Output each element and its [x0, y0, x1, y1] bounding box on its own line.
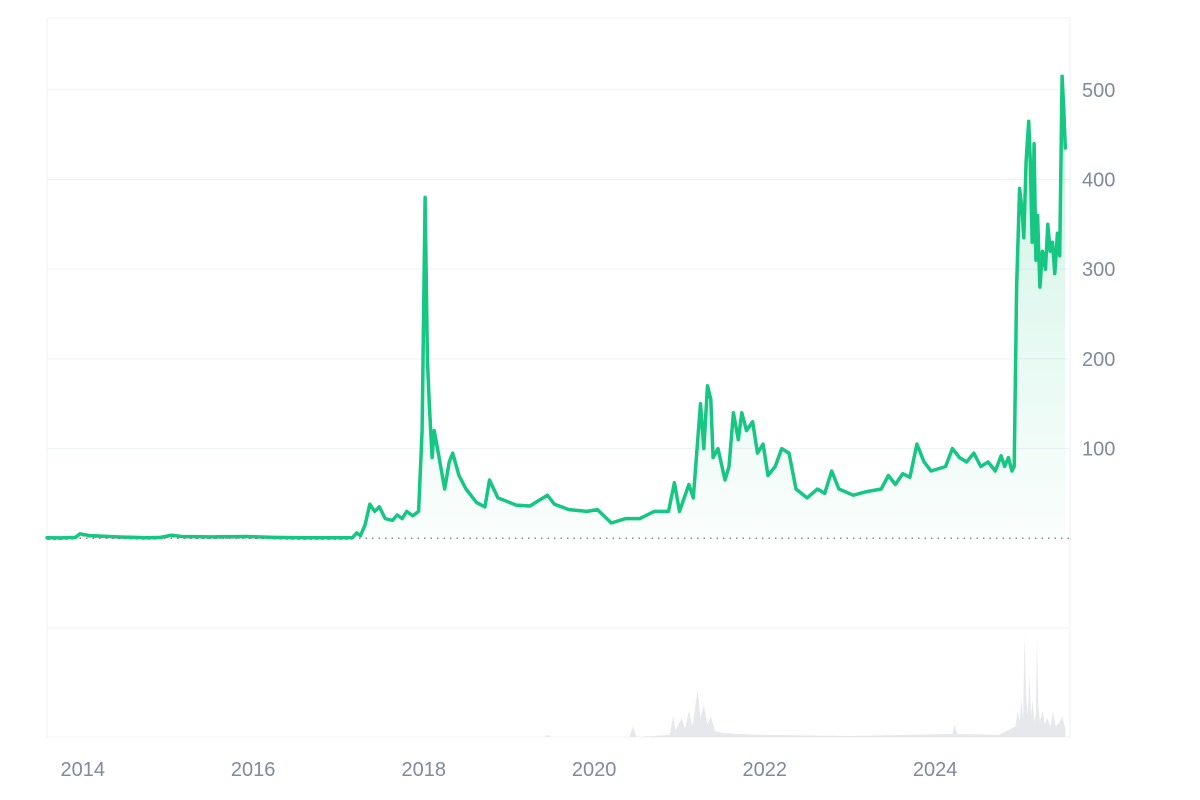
x-tick-label-2022: 2022 [742, 759, 787, 781]
grid-layer [46, 17, 1071, 738]
y-tick-label-200: 200 [1082, 349, 1115, 371]
x-tick-label-2014: 2014 [60, 759, 105, 781]
x-tick-label-2020: 2020 [572, 759, 617, 781]
y-tick-label-100: 100 [1082, 439, 1115, 461]
y-tick-label-500: 500 [1082, 80, 1115, 102]
line-layer [45, 74, 1068, 540]
y-tick-label-400: 400 [1082, 169, 1115, 191]
x-tick-label-2024: 2024 [913, 759, 958, 781]
volume-layer [47, 634, 1066, 737]
x-tick-label-2018: 2018 [401, 759, 446, 781]
y-tick-label-300: 300 [1082, 259, 1115, 281]
volume-area [47, 634, 1066, 737]
price-area [47, 76, 1066, 539]
y-axis: 100 200 300 400 500 [1082, 80, 1115, 461]
area-layer [47, 76, 1066, 539]
price-line [45, 74, 1068, 540]
x-tick-label-2016: 2016 [231, 759, 276, 781]
x-axis: 2014 2016 2018 2020 2022 2024 [60, 759, 957, 781]
